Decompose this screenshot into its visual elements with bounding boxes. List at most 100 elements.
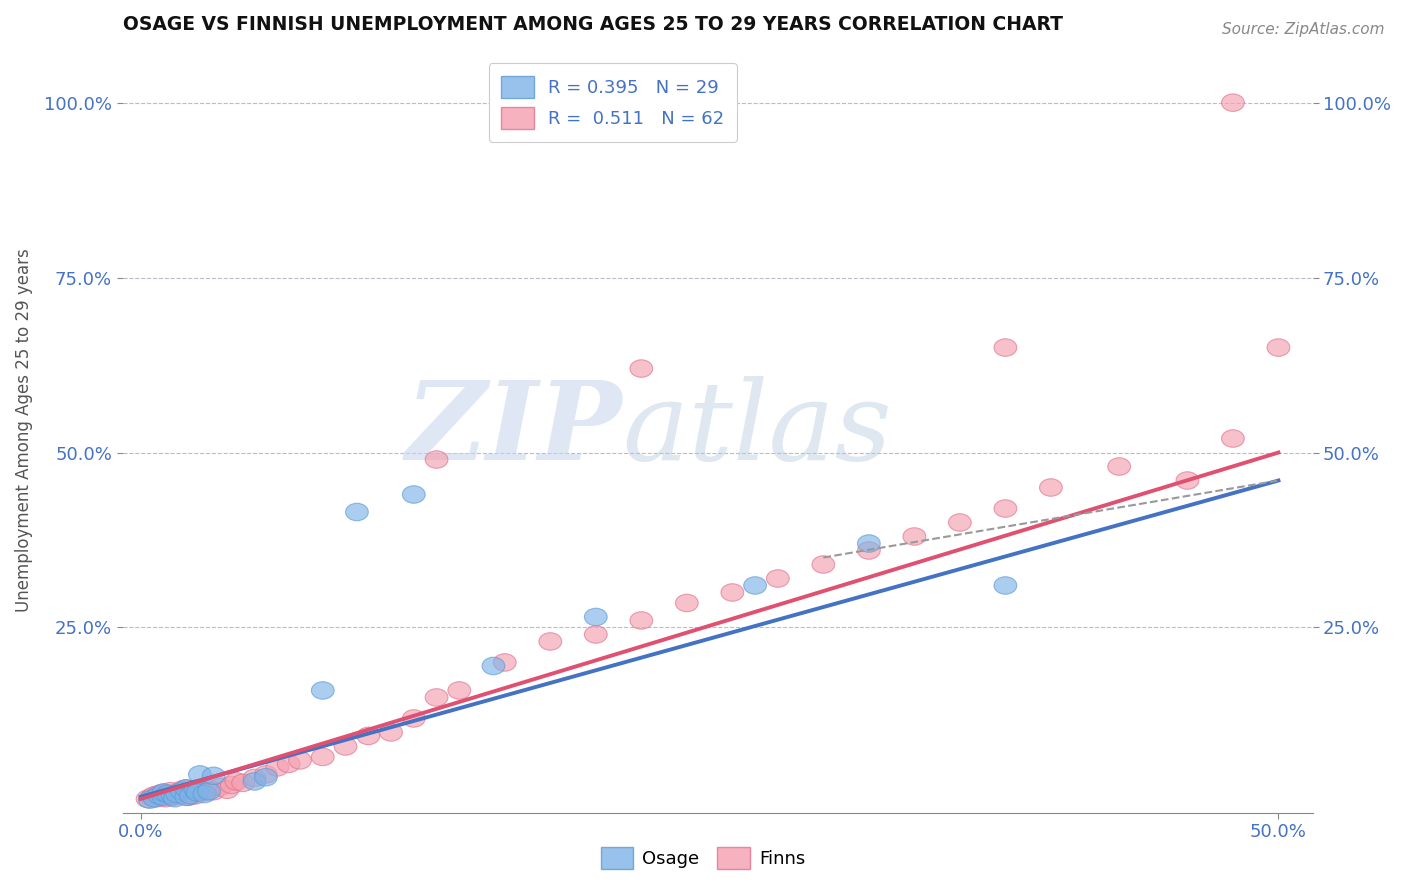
Ellipse shape [744, 577, 766, 594]
Ellipse shape [288, 752, 311, 769]
Ellipse shape [184, 787, 207, 805]
Ellipse shape [254, 769, 277, 786]
Ellipse shape [1222, 94, 1244, 112]
Ellipse shape [630, 359, 652, 377]
Ellipse shape [145, 789, 169, 807]
Ellipse shape [170, 782, 193, 800]
Ellipse shape [1175, 472, 1199, 490]
Ellipse shape [148, 785, 170, 803]
Ellipse shape [186, 780, 209, 797]
Ellipse shape [813, 556, 835, 574]
Ellipse shape [193, 783, 215, 801]
Ellipse shape [138, 791, 162, 808]
Ellipse shape [188, 765, 211, 783]
Ellipse shape [994, 339, 1017, 356]
Ellipse shape [169, 785, 191, 803]
Y-axis label: Unemployment Among Ages 25 to 29 years: Unemployment Among Ages 25 to 29 years [15, 248, 32, 612]
Ellipse shape [150, 788, 173, 805]
Ellipse shape [482, 657, 505, 674]
Ellipse shape [184, 781, 207, 798]
Ellipse shape [152, 784, 174, 801]
Ellipse shape [630, 612, 652, 629]
Ellipse shape [254, 765, 277, 783]
Ellipse shape [311, 748, 335, 765]
Ellipse shape [538, 632, 561, 650]
Ellipse shape [148, 787, 170, 805]
Legend: R = 0.395   N = 29, R =  0.511   N = 62: R = 0.395 N = 29, R = 0.511 N = 62 [488, 63, 737, 142]
Ellipse shape [170, 781, 193, 798]
Ellipse shape [188, 781, 211, 798]
Ellipse shape [232, 774, 254, 791]
Text: atlas: atlas [623, 376, 891, 483]
Ellipse shape [198, 782, 221, 800]
Ellipse shape [209, 778, 232, 796]
Ellipse shape [221, 776, 243, 794]
Ellipse shape [994, 500, 1017, 517]
Ellipse shape [243, 769, 266, 787]
Ellipse shape [141, 788, 163, 805]
Ellipse shape [277, 756, 299, 772]
Legend: Osage, Finns: Osage, Finns [592, 838, 814, 879]
Ellipse shape [181, 782, 204, 800]
Ellipse shape [174, 784, 198, 801]
Ellipse shape [425, 689, 449, 706]
Ellipse shape [266, 759, 288, 776]
Ellipse shape [162, 788, 184, 805]
Ellipse shape [173, 787, 195, 805]
Ellipse shape [155, 789, 177, 807]
Ellipse shape [143, 787, 166, 805]
Ellipse shape [243, 772, 266, 790]
Ellipse shape [215, 781, 239, 798]
Ellipse shape [174, 780, 198, 797]
Ellipse shape [202, 782, 225, 800]
Ellipse shape [380, 723, 402, 741]
Ellipse shape [152, 788, 174, 805]
Ellipse shape [162, 787, 184, 805]
Ellipse shape [166, 785, 188, 803]
Ellipse shape [156, 785, 180, 803]
Ellipse shape [858, 534, 880, 552]
Ellipse shape [180, 785, 202, 803]
Ellipse shape [1267, 339, 1289, 356]
Ellipse shape [186, 784, 209, 801]
Ellipse shape [1039, 479, 1063, 496]
Ellipse shape [152, 787, 174, 805]
Ellipse shape [766, 570, 789, 587]
Ellipse shape [180, 787, 202, 805]
Text: Source: ZipAtlas.com: Source: ZipAtlas.com [1222, 22, 1385, 37]
Ellipse shape [202, 767, 225, 785]
Ellipse shape [143, 789, 166, 807]
Ellipse shape [166, 784, 188, 801]
Ellipse shape [193, 785, 215, 803]
Text: OSAGE VS FINNISH UNEMPLOYMENT AMONG AGES 25 TO 29 YEARS CORRELATION CHART: OSAGE VS FINNISH UNEMPLOYMENT AMONG AGES… [122, 15, 1063, 34]
Ellipse shape [311, 681, 335, 699]
Ellipse shape [402, 486, 425, 503]
Ellipse shape [1222, 430, 1244, 447]
Ellipse shape [346, 503, 368, 521]
Ellipse shape [858, 541, 880, 559]
Ellipse shape [721, 583, 744, 601]
Text: ZIP: ZIP [406, 376, 623, 483]
Ellipse shape [585, 625, 607, 643]
Ellipse shape [163, 789, 186, 807]
Ellipse shape [159, 782, 181, 800]
Ellipse shape [152, 784, 174, 801]
Ellipse shape [1108, 458, 1130, 475]
Ellipse shape [156, 785, 180, 803]
Ellipse shape [675, 594, 699, 612]
Ellipse shape [494, 654, 516, 671]
Ellipse shape [177, 788, 200, 805]
Ellipse shape [174, 788, 198, 805]
Ellipse shape [136, 790, 159, 807]
Ellipse shape [585, 608, 607, 625]
Ellipse shape [903, 528, 925, 545]
Ellipse shape [425, 450, 449, 468]
Ellipse shape [174, 780, 198, 797]
Ellipse shape [163, 787, 186, 805]
Ellipse shape [225, 772, 247, 790]
Ellipse shape [449, 681, 471, 699]
Ellipse shape [357, 727, 380, 745]
Ellipse shape [949, 514, 972, 532]
Ellipse shape [198, 780, 221, 797]
Ellipse shape [994, 577, 1017, 594]
